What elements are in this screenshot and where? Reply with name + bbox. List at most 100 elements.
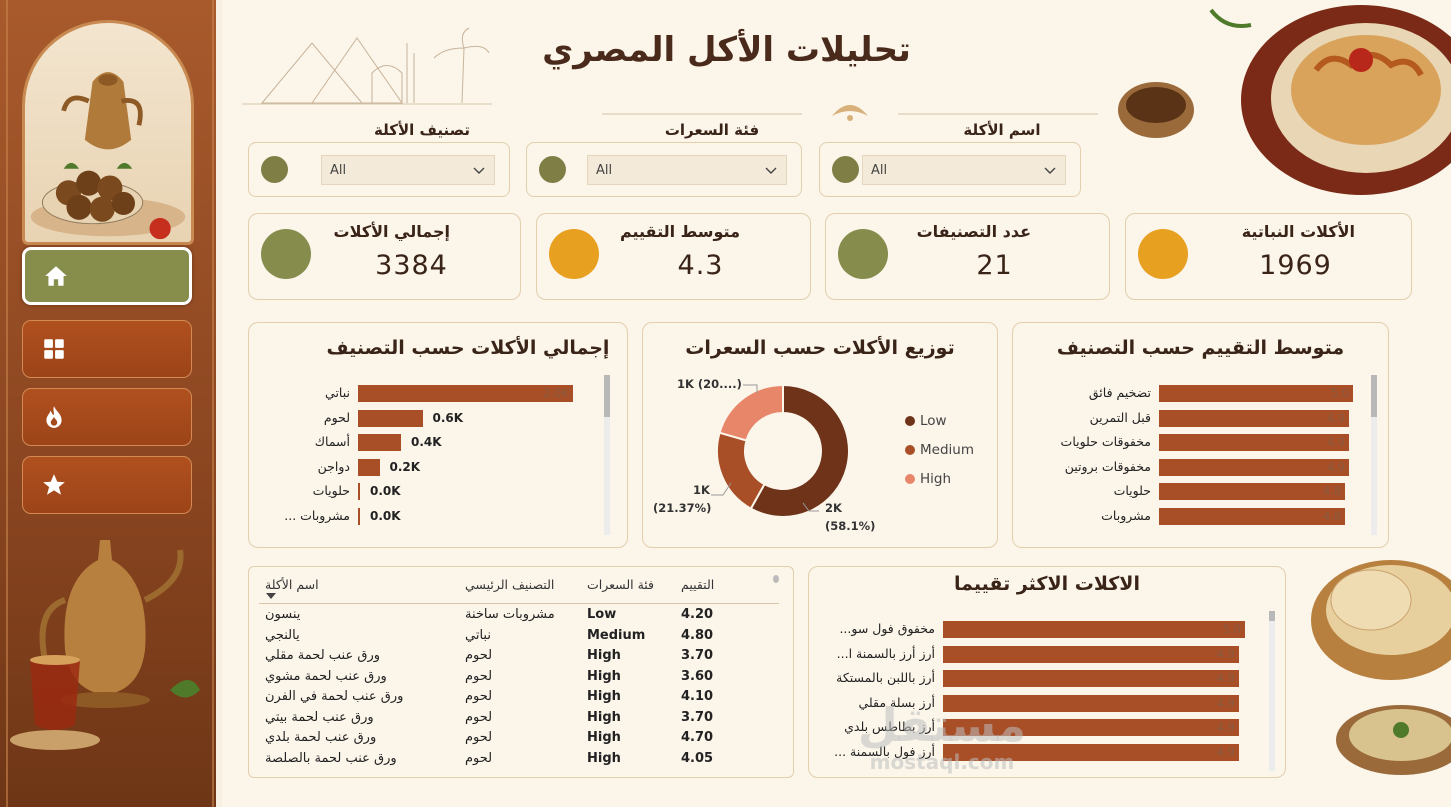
bar-value-label: 5.0	[1222, 622, 1241, 636]
bar-value-label: 2.0K	[543, 386, 569, 400]
bar-value-label: 0.4K	[411, 435, 442, 449]
bar[interactable]	[943, 719, 1239, 736]
table-cell-calories: High	[587, 648, 621, 663]
legend-label: Medium	[920, 442, 974, 458]
kpi-value: 4.3	[677, 250, 724, 281]
bar[interactable]	[358, 507, 360, 525]
bar[interactable]	[358, 409, 423, 427]
sidebar	[0, 0, 216, 807]
bar-category-label: ...مخفوق فول سو	[839, 621, 935, 636]
bar[interactable]	[1159, 434, 1350, 451]
legend-item-medium[interactable]: Medium	[905, 442, 974, 458]
chevron-down-icon	[473, 167, 485, 174]
legend-item-low[interactable]: Low	[905, 413, 947, 429]
bar-value-label: 4.9	[1216, 646, 1235, 661]
bar[interactable]	[358, 385, 573, 402]
table-cell-calories: High	[587, 730, 621, 745]
bar[interactable]	[358, 483, 360, 500]
chart-card-calorie-distribution: توزيع الأكلات حسب السعرات Low Medium High …	[642, 322, 998, 548]
chart-scrollbar[interactable]	[1269, 611, 1275, 771]
bar[interactable]	[1159, 409, 1350, 427]
table-cell-rating: 3.70	[681, 648, 714, 663]
bar[interactable]	[943, 621, 1245, 638]
nav-home-button[interactable]	[22, 247, 192, 305]
nav-dashboard-button[interactable]	[22, 320, 192, 378]
table-cell-category: لحوم	[465, 648, 493, 663]
table-cell-rating: 3.70	[681, 709, 714, 725]
filter-label-meal-name: اسم الأكلة	[963, 121, 1041, 139]
bar[interactable]	[1159, 483, 1346, 500]
kpi-value: 21	[976, 250, 1013, 281]
donut-chart	[716, 383, 850, 518]
table-cell-category: لحوم	[465, 709, 493, 725]
bar-value-label: 4.9	[1216, 671, 1235, 685]
legend-item-high[interactable]: High	[905, 471, 951, 487]
filter-calories[interactable]: All	[526, 142, 802, 197]
kpi-value: 1969	[1259, 250, 1332, 281]
bar[interactable]	[943, 694, 1239, 712]
teapot-tea-illustration	[10, 540, 200, 750]
bar-category-label: مخفوقات بروتين	[1064, 458, 1151, 474]
legend-dot	[905, 445, 915, 455]
donut-slice-low[interactable]	[749, 383, 850, 518]
header-category[interactable]: التصنيف الرئيسي	[465, 577, 555, 592]
bar-category-label: قبل التمرين	[1089, 409, 1151, 425]
calories-dropdown[interactable]: All	[587, 155, 787, 185]
table-cell-rating: 4.80	[681, 627, 714, 643]
table-cell-calories: High	[587, 668, 621, 684]
table-cell-calories: High	[587, 689, 621, 704]
meals-table: التقييم فئة السعرات التصنيف الرئيسي اسم …	[248, 566, 794, 778]
bar[interactable]	[358, 434, 401, 451]
header-rating[interactable]: التقييم	[681, 577, 715, 592]
header-meal-name[interactable]: اسم الأكلة	[265, 577, 319, 592]
bar-category-label: لحوم	[323, 409, 350, 425]
bar-value-label: 4.9	[1216, 744, 1235, 759]
bar[interactable]	[1159, 458, 1350, 476]
bar-category-label: ... أرز فول بالسمنة	[834, 743, 935, 759]
bar-category-label: ... مشروبات	[284, 507, 350, 523]
legend-label: Low	[920, 413, 947, 429]
bar-value-label: 4.9	[1326, 435, 1346, 449]
nav-ratings-button[interactable]	[22, 456, 192, 514]
kpi-categories-count: عدد التصنيفات 21	[825, 213, 1110, 300]
bar[interactable]	[1159, 507, 1346, 525]
donut-slice-medium[interactable]	[716, 431, 766, 510]
table-cell-name: ورق عنب لحمة بالصلصة	[265, 750, 397, 766]
chart-scrollbar[interactable]	[604, 375, 610, 535]
table-cell-category: لحوم	[465, 668, 493, 684]
table-cell-category: لحوم	[465, 750, 493, 766]
chart-scrollbar[interactable]	[1371, 375, 1377, 535]
table-cell-calories: Medium	[587, 627, 646, 643]
bar-value-label: 0.2K	[389, 459, 421, 474]
bar[interactable]	[1159, 385, 1353, 402]
bar[interactable]	[358, 458, 380, 476]
meal-name-dropdown[interactable]: All	[862, 155, 1066, 185]
category-dropdown[interactable]: All	[321, 155, 495, 185]
bar-category-label: تضخيم فائق	[1088, 385, 1151, 400]
donut-label-medium-count: 1K	[693, 483, 710, 497]
bar-category-label: حلويات	[312, 483, 350, 498]
table-cell-rating: 4.20	[681, 607, 714, 622]
bar-value-label: 4.8	[1322, 508, 1342, 523]
bread-dip-illustration	[1311, 560, 1451, 775]
filter-meal-name[interactable]: All	[819, 142, 1081, 197]
donut-label-low-pct: (58.1%)	[825, 519, 876, 533]
sidebar-illustration	[22, 20, 194, 245]
kpi-indicator	[1138, 229, 1188, 279]
main-area: تحليلات الأكل المصري تصنيف الأكلة All فئ…	[222, 0, 1451, 807]
table-cell-calories: High	[587, 750, 621, 766]
table-cell-category: لحوم	[465, 730, 493, 745]
table-cell-name: ينسون	[265, 607, 301, 622]
donut-slice-high[interactable]	[718, 383, 784, 442]
kpi-label: الأكلات النباتية	[1241, 222, 1355, 241]
nav-calories-button[interactable]	[22, 388, 192, 446]
home-icon	[45, 266, 67, 286]
bar[interactable]	[943, 743, 1239, 761]
sort-desc-icon[interactable]	[266, 593, 276, 601]
table-cell-rating: 4.10	[681, 689, 714, 704]
header-calories[interactable]: فئة السعرات	[587, 577, 655, 592]
table-scrollbar[interactable]	[773, 575, 779, 771]
bar[interactable]	[943, 645, 1239, 663]
filter-category[interactable]: All	[248, 142, 510, 197]
bar[interactable]	[943, 670, 1239, 687]
